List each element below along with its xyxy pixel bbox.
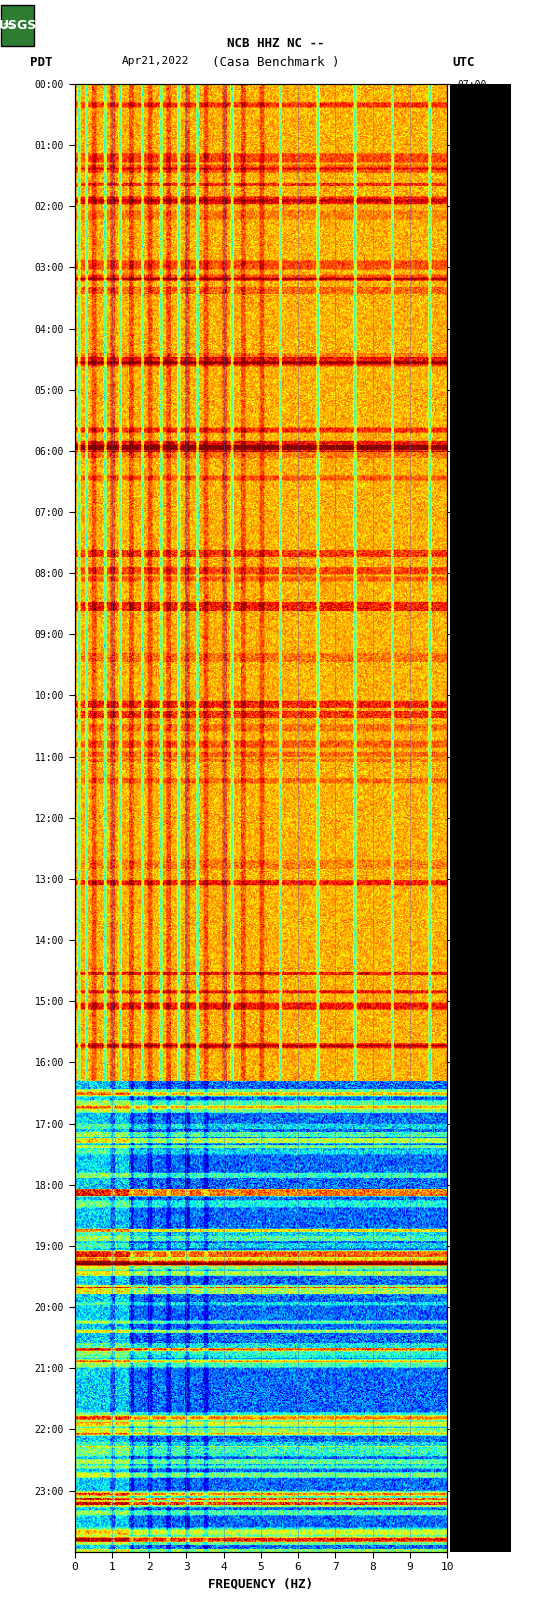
Text: (Casa Benchmark ): (Casa Benchmark ) bbox=[213, 56, 339, 69]
Text: Apr21,2022: Apr21,2022 bbox=[121, 56, 189, 66]
Text: NCB HHZ NC --: NCB HHZ NC -- bbox=[227, 37, 325, 50]
X-axis label: FREQUENCY (HZ): FREQUENCY (HZ) bbox=[208, 1578, 314, 1590]
Text: PDT: PDT bbox=[30, 56, 53, 69]
Text: UTC: UTC bbox=[453, 56, 475, 69]
Text: ≈: ≈ bbox=[2, 18, 14, 34]
Text: USGS: USGS bbox=[0, 19, 36, 32]
FancyBboxPatch shape bbox=[2, 5, 34, 47]
